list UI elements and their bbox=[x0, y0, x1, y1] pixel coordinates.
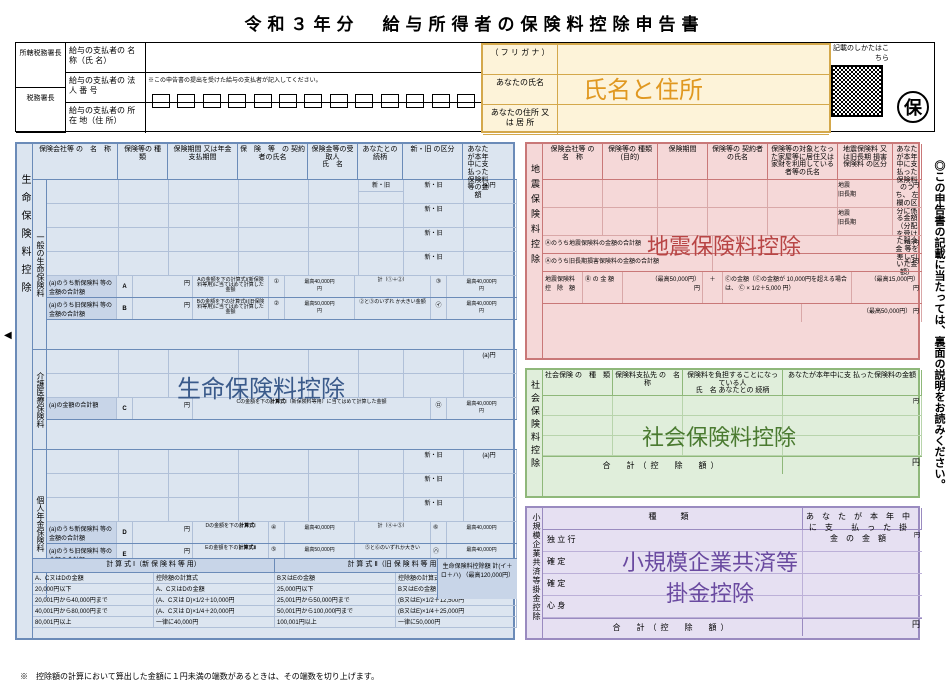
sum-row-new: (a)のうち新保険料 等の金額の合計額A円 Aの金額を下の計算式Ⅰ(新保険 料等… bbox=[47, 276, 517, 298]
table-row[interactable]: 新・旧新・旧(a)円 bbox=[47, 180, 517, 204]
smallent-sidebar-label: 小規模企業共済等掛金控除 bbox=[527, 508, 543, 638]
ho-mark-icon: 保 bbox=[897, 91, 929, 123]
life-hdr-type: 保険等の 種 類 bbox=[118, 144, 168, 179]
social-hdr-bearer: 保険料を負担することになっている人氏 名 あなたとの 続柄 bbox=[683, 370, 783, 395]
payer-addr-label: 給与の支払者の 所 在 地（住 所） bbox=[66, 103, 146, 133]
tax-chief-label: 税務署長 bbox=[16, 88, 65, 133]
table-row[interactable]: 円 bbox=[543, 396, 922, 416]
table-row[interactable]: 新・旧 bbox=[47, 228, 517, 252]
right-instruction-text: ◎この申告書の記載に当たっては、裏面の説明をお読みください。 bbox=[933, 160, 947, 560]
earthquake-section: 地震保険料控除 保険会社等 の 名 称 保険等の 種類(目的) 保険期間 保険等… bbox=[525, 142, 920, 360]
life-hdr-amount: あなたが本年中に支 払った保険料等の金額 bbox=[463, 144, 493, 179]
care-life-label: 介護医療保険料 bbox=[33, 350, 47, 449]
social-insurance-section: 社会保険料控除 社会保険 の 種 類 保険料支払先 の 名 称 保険料を負担する… bbox=[525, 368, 920, 498]
tax-office-label: 所轄税務署長 bbox=[16, 43, 65, 88]
qr-caption: 記載のしかたはこちら bbox=[831, 43, 889, 63]
social-hdr-type: 社会保険 の 種 類 bbox=[543, 370, 613, 395]
table-row[interactable]: 新・旧(a)円 bbox=[47, 450, 517, 474]
name-address-section: （ フ リ ガ ナ ） あなたの氏名 あなたの住所 又 は 居 所 氏名と住所 bbox=[481, 43, 831, 133]
life-sidebar-label: 生命保険料控除 bbox=[17, 144, 33, 638]
earth-sidebar-label: 地震保険料控除 bbox=[527, 144, 543, 358]
table-row[interactable]: 新・旧 bbox=[47, 204, 517, 228]
life-overlay-label: 生命保険料控除 bbox=[177, 369, 345, 404]
sum-row-old: (a)のうち旧保険料 等の金額の合計額B円 Bの金額を下の計算式Ⅱ(旧保険 料等… bbox=[47, 298, 517, 320]
social-hdr-payee: 保険料支払先 の 名 称 bbox=[613, 370, 683, 395]
earth-hdr-amount: あなたが本年中に支 払った保険料のうち、 左欄の区分に係る金額 （分配を受けた剰… bbox=[893, 144, 922, 179]
life-insurance-section: 生命保険料控除 保険会社等 の 名 称 保険等の 種 類 保険期間 又は年金 支… bbox=[15, 142, 515, 640]
life-total-box: 生命保険料控除額 計(イ＋ロ＋ハ) （最高120,000円） bbox=[437, 559, 517, 599]
earth-hdr-company: 保険会社等 の 名 称 bbox=[543, 144, 603, 179]
general-life-label: 一般の生命保険料 bbox=[33, 180, 47, 349]
table-row[interactable]: 地震旧長期円 bbox=[543, 180, 922, 208]
qr-code-icon bbox=[831, 65, 883, 117]
life-hdr-relation: あなたとの 続柄 bbox=[358, 144, 403, 179]
earth-overlay-label: 地震保険料控除 bbox=[647, 229, 801, 261]
smallent-hdr-amount: あなたが本年中に支 払った掛金の金額 bbox=[803, 508, 922, 529]
payer-corp-field[interactable]: ※この申告書の提出を受けた給与の支払者が記入してください。 bbox=[146, 73, 481, 102]
earth-hdr-contractor: 保険等の 契約者の氏名 bbox=[708, 144, 768, 179]
earth-hdr-resident: 保険等の対象となった家屋等に居住又は家財を利用している者等の氏名 bbox=[768, 144, 838, 179]
smallent-hdr-type: 種 類 bbox=[543, 508, 803, 529]
life-hdr-contractor: 保 険 等 の 契約者の氏名 bbox=[238, 144, 308, 179]
social-sidebar-label: 社会保険料控除 bbox=[527, 370, 543, 496]
life-hdr-beneficiary: 保険金等の受取人氏 名 bbox=[308, 144, 358, 179]
footnote-text: ※ 控除額の計算において算出した金額に１円未満の端数があるときは、その端数を切り… bbox=[20, 671, 379, 682]
sum-row-pension-new: (a)のうち新保険料 等の金額の合計額D円 Dの金額を下の計算式Ⅰ④最高40,0… bbox=[47, 522, 517, 544]
payer-corp-label: 給与の支払者の 法 人 番 号 bbox=[66, 73, 146, 102]
your-addr-label: あなたの住所 又 は 居 所 bbox=[483, 105, 558, 134]
earth-hdr-class: 地震保険料 又は旧長期 損害保険料 の区分 bbox=[838, 144, 893, 179]
furigana-label: （ フ リ ガ ナ ） bbox=[483, 45, 558, 74]
earth-hdr-type: 保険等の 種類(目的) bbox=[603, 144, 658, 179]
earth-total-row: （最高50,000円） 円 bbox=[543, 304, 922, 322]
smallent-total-row: 合 計（控 除 額）円 bbox=[543, 618, 922, 636]
earth-formula-row: 地震保険料 控 除 額 Ⓑ の 金 額 （最高50,000円）円 ＋ Ⓒの金額（… bbox=[543, 272, 922, 304]
payer-name-field[interactable] bbox=[146, 43, 481, 72]
calc-formula-table: 計 算 式 Ⅰ（新 保 険 料 等 用） 計 算 式 Ⅱ（旧 保 険 料 等 用… bbox=[33, 558, 517, 638]
table-row[interactable]: 新・旧 bbox=[47, 498, 517, 522]
table-row[interactable]: 新・旧 bbox=[47, 474, 517, 498]
small-enterprise-section: 小規模企業共済等掛金控除 種 類 あなたが本年中に支 払った掛金の金額 独 立 … bbox=[525, 506, 920, 640]
document-title: 令和３年分 給与所得者の保険料控除申告書 bbox=[0, 0, 949, 35]
table-row[interactable]: 新・旧 bbox=[47, 252, 517, 276]
payer-addr-field[interactable] bbox=[146, 103, 481, 133]
earth-hdr-period: 保険期間 bbox=[658, 144, 708, 179]
social-overlay-label: 社会保険料控除 bbox=[642, 420, 796, 452]
left-triangle-icon: ◀ bbox=[4, 330, 12, 341]
life-hdr-newold: 新・旧 の区分 bbox=[403, 144, 463, 179]
life-hdr-period: 保険期間 又は年金 支払期間 bbox=[168, 144, 238, 179]
header-section: 所轄税務署長 税務署長 給与の支払者の 名 称（氏 名） 給与の支払者の 法 人… bbox=[15, 42, 935, 132]
your-name-label: あなたの氏名 bbox=[483, 75, 558, 104]
life-hdr-company: 保険会社等 の 名 称 bbox=[33, 144, 118, 179]
smallent-overlay-label: 小規模企業共済等掛金控除 bbox=[622, 548, 798, 610]
social-hdr-amount: あなたが本年中に支 払った保険料の金額 bbox=[783, 370, 922, 395]
social-total-row: 合 計（控 除 額）円 bbox=[543, 456, 922, 474]
payer-name-label: 給与の支払者の 名 称（氏 名） bbox=[66, 43, 146, 72]
name-overlay-label: 氏名と住所 bbox=[583, 70, 703, 105]
